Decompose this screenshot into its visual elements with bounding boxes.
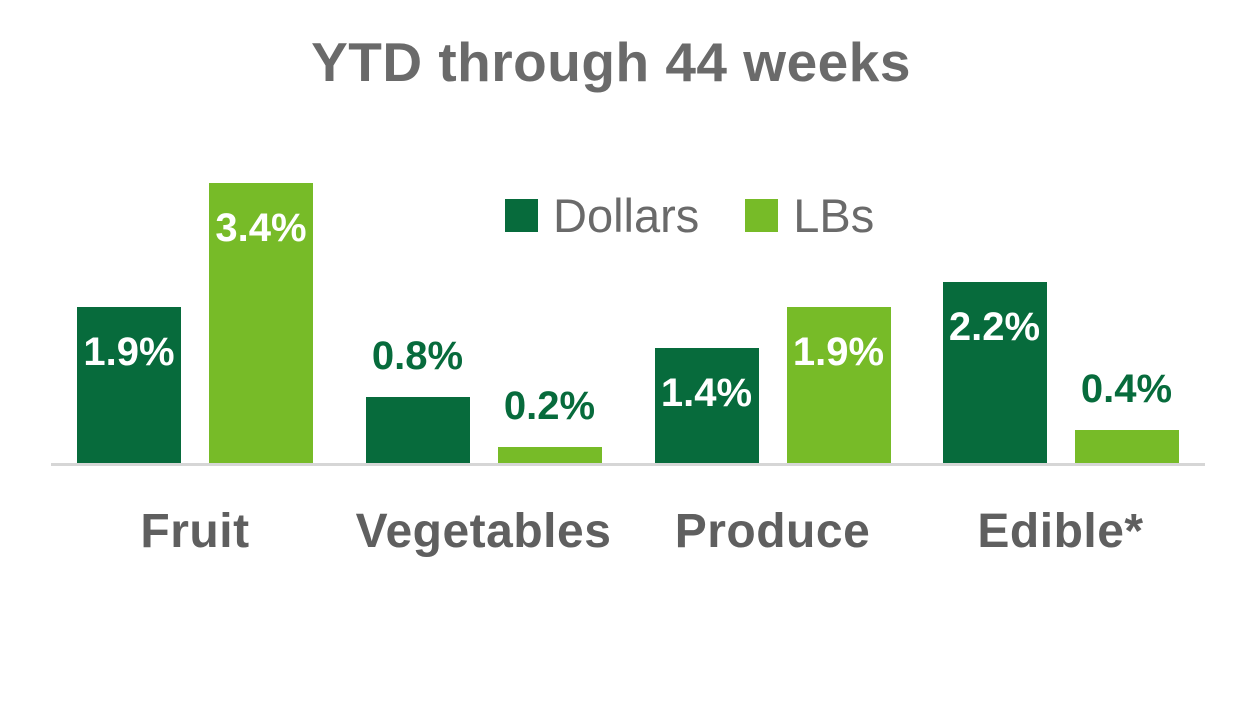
x-axis-label-edible: Edible* (977, 505, 1144, 558)
bar-lbs-vegetables (497, 447, 602, 463)
x-axis-label-vegetables: Vegetables (355, 505, 612, 558)
legend: Dollars LBs (505, 192, 874, 239)
legend-item-lbs: LBs (745, 192, 874, 239)
bar-dollars-vegetables (365, 397, 470, 463)
bar-value-label-lbs-produce: 1.9% (792, 330, 885, 374)
bar-value-label-dollars-vegetables: 0.8% (371, 334, 464, 378)
bar-value-label-lbs-vegetables: 0.2% (503, 384, 596, 428)
bar-lbs-edible (1074, 430, 1179, 463)
x-axis-line (51, 463, 1205, 466)
x-axis-label-produce: Produce (674, 505, 871, 558)
bar-dollars-edible (942, 282, 1047, 463)
chart-title: YTD through 44 weeks (311, 31, 911, 93)
bar-value-label-lbs-edible: 0.4% (1080, 367, 1173, 411)
bar-lbs-produce (786, 307, 891, 463)
bar-value-label-dollars-edible: 2.2% (948, 305, 1041, 349)
bar-value-label-dollars-produce: 1.4% (660, 371, 753, 415)
bar-dollars-fruit (77, 307, 181, 463)
bar-value-label-lbs-fruit: 3.4% (215, 206, 307, 250)
x-axis-label-fruit: Fruit (140, 505, 250, 558)
legend-swatch-icon-lbs (745, 199, 779, 232)
legend-swatch-icon-dollars (505, 199, 538, 232)
legend-label-dollars: Dollars (553, 189, 700, 242)
legend-label-lbs: LBs (793, 189, 875, 242)
bar-lbs-fruit (209, 183, 313, 463)
bar-value-label-dollars-fruit: 1.9% (83, 330, 175, 374)
legend-item-dollars: Dollars (505, 192, 699, 239)
bar-dollars-produce (654, 348, 759, 463)
